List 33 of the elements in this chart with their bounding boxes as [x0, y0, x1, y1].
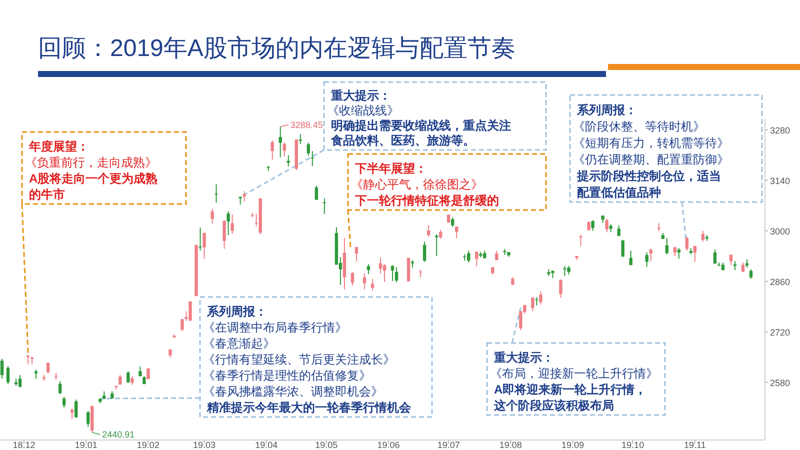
x-tick-label: 19.11: [684, 440, 706, 450]
x-tick-label: 19.04: [255, 440, 278, 450]
y-tick-label: 2580: [770, 378, 790, 388]
annotation: 年度展望：《负重前行，走向成熟》A股将走向一个更为成熟的牛市: [21, 131, 187, 354]
annotation: 3288.45: [290, 120, 323, 130]
annotation: 重大提示：《收缩战线》明确提出需要收缩战线，重点关注食品饮料、医药、旅游等。: [327, 88, 511, 148]
annotation: 系列周报：《在调整中布局春季行情》《春意渐起》《行情有望延续、节后更关注成长》《春季行情是理性的估值修复》《春风拂槛露华浓、调整即机会》精准提示今年最大的一轮春季行情机会: [203, 304, 412, 414]
annotation: 重大提示：《布局，迎接新一轮上升行情》A即将迎来新一轮上升行情，这个阶段应该积极布局: [486, 307, 666, 416]
annotation: 年度展望：《负重前行，走向成熟》A股将走向一个更为成熟的牛市: [25, 139, 158, 202]
x-tick-label: 18.12: [12, 440, 36, 450]
annotation: 2440.91: [92, 429, 135, 440]
x-tick-label: 19.02: [136, 440, 160, 450]
y-tick-label: 3000: [770, 226, 790, 236]
annotation: 3288.45: [280, 120, 323, 130]
x-tick-label: 19.10: [622, 440, 644, 450]
annotation: 系列周报：《阶段休整、等待时机》《短期有压力，转机需等待》《仍在调整期、配置重防御》提示阶段性控制仓位，适当配置低估值品种: [573, 102, 729, 200]
title: 回顾：2019年A股市场的内在逻辑与配置节奏: [38, 35, 516, 62]
annotation: 2440.91: [102, 429, 135, 440]
y-tick-label: 2720: [770, 327, 790, 338]
annotation: 系列周报：《在调整中布局春季行情》《春意渐起》《行情有望延续、节后更关注成长》《春季行情是理性的估值修复》《春风拂槛露华浓、调整即机会》精准提示今年最大的一轮春季行情机会: [100, 296, 433, 418]
annotation: 重大提示：《布局，迎接新一轮上升行情》A即将迎来新一轮上升行情，这个阶段应该积极布局: [490, 350, 658, 412]
y-tick-label: 2860: [770, 276, 790, 287]
x-tick-label: 19.05: [315, 440, 338, 450]
x-tick-label: 19.09: [561, 440, 584, 450]
x-tick-label: 19.03: [193, 440, 216, 450]
annotation: 下半年展望：《静心平气，徐徐图之》下一轮行情特征将是舒缓的: [347, 153, 547, 248]
x-tick-label: 19.07: [437, 440, 460, 450]
y-tick-label: 3280: [770, 125, 790, 136]
x-tick-label: 19.06: [377, 440, 400, 450]
x-tick-label: 19.01: [74, 440, 98, 450]
annotation: 下半年展望：《静心平气，徐徐图之》下一轮行情特征将是舒缓的: [351, 161, 499, 208]
y-tick-label: 3140: [770, 176, 790, 186]
x-tick-label: 19.08: [499, 440, 522, 450]
